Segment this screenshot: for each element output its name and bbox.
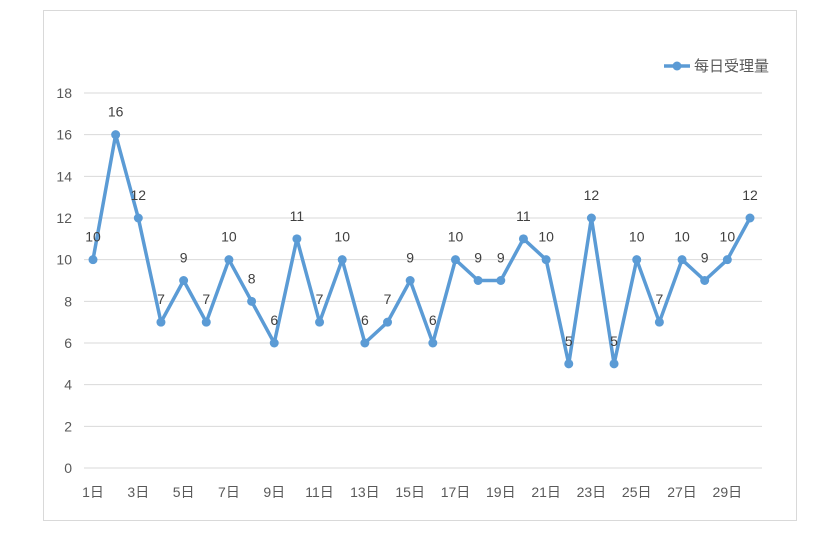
x-tick-label: 23日 xyxy=(577,484,607,500)
x-tick-label: 25日 xyxy=(622,484,652,500)
y-tick-label: 12 xyxy=(56,210,72,226)
data-label: 16 xyxy=(108,104,124,120)
data-point xyxy=(315,317,325,327)
data-point xyxy=(383,317,393,327)
y-tick-label: 4 xyxy=(64,377,72,393)
data-point xyxy=(428,338,438,348)
y-tick-label: 10 xyxy=(56,252,72,268)
data-label: 9 xyxy=(406,250,414,266)
x-tick-label: 15日 xyxy=(395,484,425,500)
x-tick-label: 7日 xyxy=(218,484,240,500)
data-label: 7 xyxy=(316,291,324,307)
data-point xyxy=(722,255,732,265)
legend-marker xyxy=(672,61,682,71)
data-point xyxy=(745,213,755,223)
data-point xyxy=(179,276,189,285)
data-label: 9 xyxy=(180,250,188,266)
data-point xyxy=(88,255,98,265)
data-point xyxy=(156,317,166,327)
data-label: 5 xyxy=(610,333,618,349)
x-tick-label: 29日 xyxy=(713,484,743,500)
legend-label: 每日受理量 xyxy=(694,58,769,75)
y-tick-label: 0 xyxy=(64,460,72,476)
x-tick-label: 5日 xyxy=(173,484,195,500)
data-point xyxy=(654,317,664,327)
data-label: 12 xyxy=(742,187,758,203)
x-tick-label: 17日 xyxy=(441,484,471,500)
data-label: 11 xyxy=(516,208,531,224)
data-point xyxy=(700,276,710,285)
data-label: 10 xyxy=(448,229,464,245)
x-tick-label: 3日 xyxy=(127,484,149,500)
data-point xyxy=(586,213,596,223)
data-point xyxy=(609,359,619,369)
data-point xyxy=(111,130,121,140)
data-label: 7 xyxy=(384,291,392,307)
data-point xyxy=(496,276,506,285)
data-label: 12 xyxy=(584,187,600,203)
data-point xyxy=(450,255,460,265)
data-point xyxy=(541,255,551,265)
data-label: 6 xyxy=(361,312,369,328)
data-label: 6 xyxy=(429,312,437,328)
y-tick-label: 6 xyxy=(64,335,72,351)
data-label: 9 xyxy=(497,250,505,266)
data-point xyxy=(201,317,211,327)
data-label: 6 xyxy=(270,312,278,328)
data-label: 9 xyxy=(701,250,709,266)
data-point xyxy=(269,338,279,348)
data-label: 8 xyxy=(248,270,256,286)
data-label: 10 xyxy=(674,229,690,245)
data-point xyxy=(632,255,642,265)
data-label: 10 xyxy=(334,229,350,245)
series-line xyxy=(91,132,752,366)
data-point xyxy=(224,255,234,265)
y-tick-label: 16 xyxy=(56,127,72,143)
data-label: 10 xyxy=(221,229,237,245)
data-point xyxy=(473,276,483,285)
x-tick-label: 9日 xyxy=(263,484,285,500)
data-point xyxy=(247,296,257,306)
data-point xyxy=(360,338,370,348)
chart-frame xyxy=(43,10,797,521)
data-point xyxy=(564,359,574,369)
data-point xyxy=(337,255,347,265)
x-tick-label: 19日 xyxy=(486,484,516,500)
data-label: 5 xyxy=(565,333,573,349)
data-label: 7 xyxy=(202,291,210,307)
data-label: 10 xyxy=(629,229,645,245)
y-tick-label: 14 xyxy=(56,168,72,184)
data-point xyxy=(292,234,302,244)
data-label: 7 xyxy=(655,291,663,307)
x-tick-label: 27日 xyxy=(667,484,697,500)
y-tick-label: 2 xyxy=(64,418,72,434)
x-tick-label: 11日 xyxy=(305,484,334,500)
data-label: 9 xyxy=(474,250,482,266)
data-label: 10 xyxy=(720,229,736,245)
y-tick-label: 18 xyxy=(56,85,72,101)
data-label: 10 xyxy=(85,229,101,245)
data-point xyxy=(677,255,687,265)
x-tick-label: 13日 xyxy=(350,484,380,500)
data-label: 10 xyxy=(538,229,554,245)
data-label: 7 xyxy=(157,291,165,307)
data-label: 11 xyxy=(290,208,305,224)
data-label: 12 xyxy=(131,187,147,203)
data-point xyxy=(405,276,415,285)
data-point xyxy=(518,234,528,244)
x-tick-label: 1日 xyxy=(82,484,104,500)
y-tick-label: 8 xyxy=(64,293,72,309)
data-point xyxy=(133,213,143,223)
x-tick-label: 21日 xyxy=(531,484,561,500)
